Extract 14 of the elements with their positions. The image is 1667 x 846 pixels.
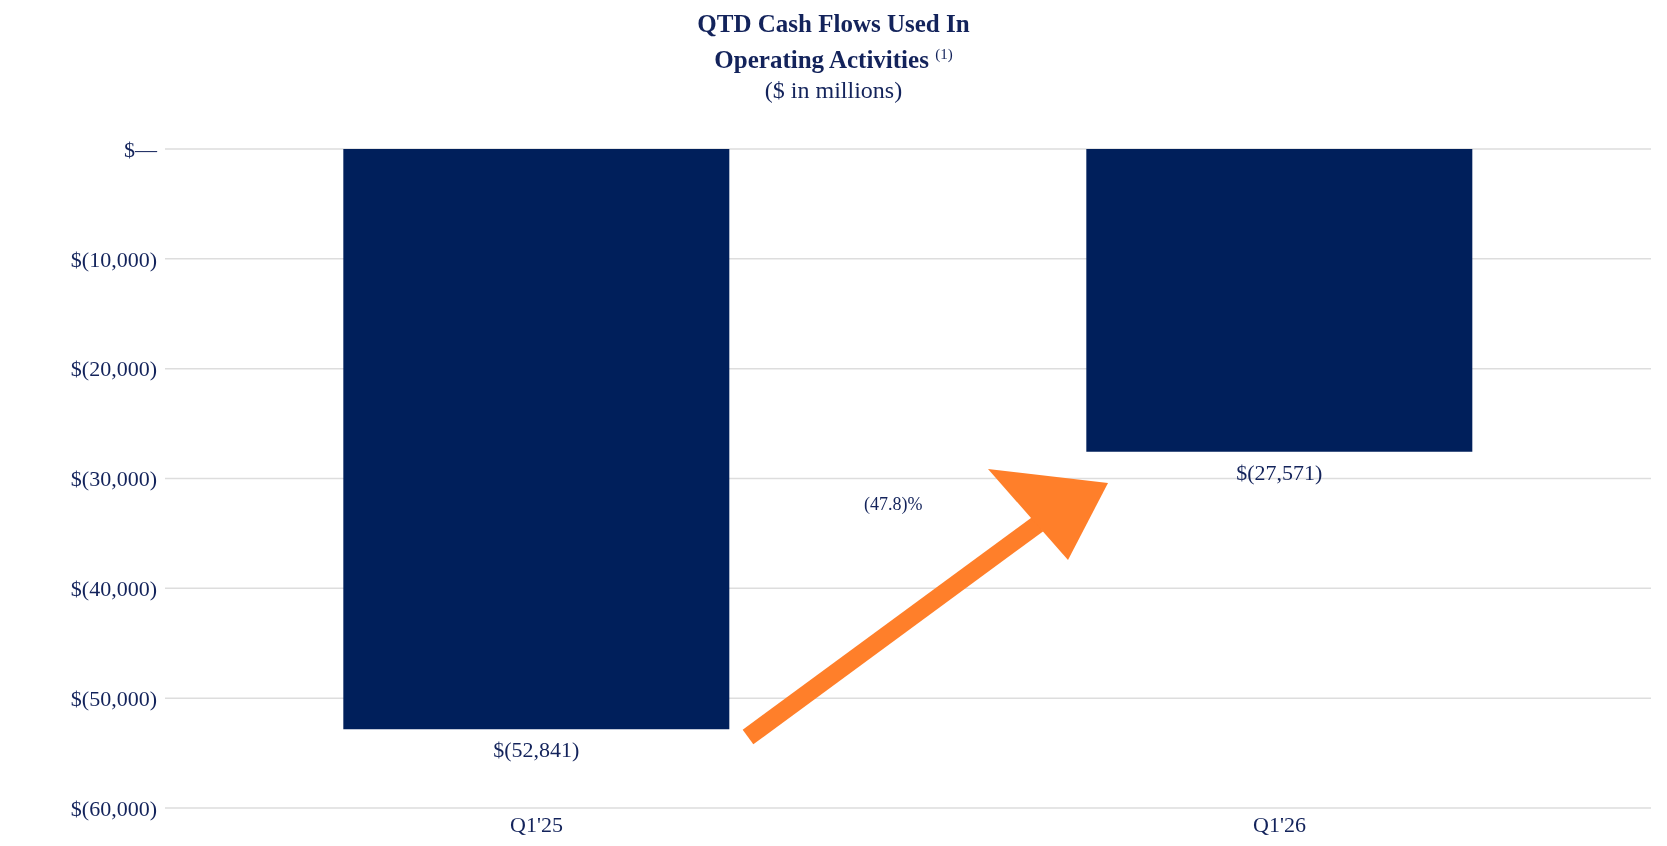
y-tick-label: $(20,000) [70,356,157,382]
y-tick-label: $(40,000) [70,576,157,602]
y-tick-label: $(30,000) [70,466,157,492]
y-tick-label: $(50,000) [70,685,157,711]
data-label: $(52,841) [493,737,580,763]
x-tick-label: Q1'25 [510,811,563,837]
annotation: (47.8)% [864,494,923,515]
x-tick-label: Q1'26 [1253,811,1306,837]
y-tick-label: $(60,000) [70,795,157,821]
data-label: $(27,571) [1236,459,1323,485]
chart-subtitle: ($ in millions) [763,76,904,106]
chart-title: QTD Cash Flows Used In Operating Activities $^{(1)}$ [696,9,971,76]
y-tick-label: $(10,000) [70,246,157,272]
y-tick-label: $— [124,136,158,162]
